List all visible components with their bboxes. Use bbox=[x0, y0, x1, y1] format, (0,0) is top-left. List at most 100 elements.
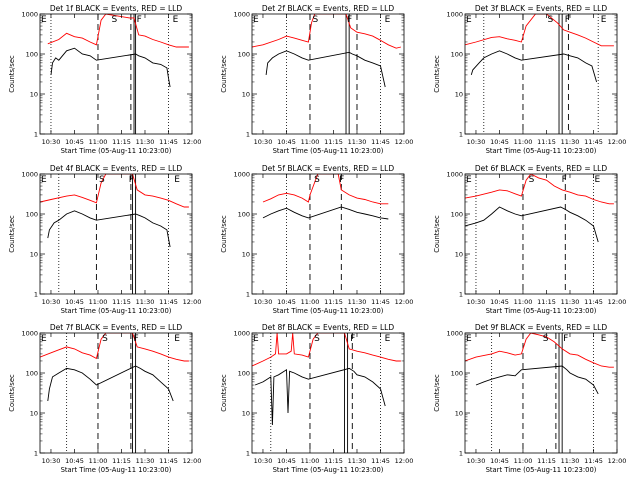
y-tick-label: 1000 bbox=[446, 11, 463, 19]
panel-title: Det 7f BLACK = Events, RED = LLD bbox=[50, 323, 183, 332]
x-tick-label: 10:45 bbox=[277, 457, 296, 465]
x-tick-label: 11:15 bbox=[537, 298, 556, 306]
y-tick-label: 10 bbox=[242, 91, 250, 99]
y-tick-label: 100 bbox=[451, 51, 463, 59]
x-axis-label: Start Time (05-Aug-11 10:23:00) bbox=[486, 147, 597, 155]
series-line-events bbox=[47, 210, 171, 248]
series-line-events bbox=[47, 365, 174, 402]
x-tick-label: 11:15 bbox=[324, 457, 343, 465]
flag-label: F bbox=[339, 175, 344, 185]
y-tick-label: 10 bbox=[455, 410, 463, 418]
x-tick-label: 10:30 bbox=[42, 298, 61, 306]
flag-label: S bbox=[102, 334, 108, 344]
series-line-events bbox=[470, 50, 598, 83]
y-axis-label: Counts/sec bbox=[8, 215, 16, 253]
series-line-lld bbox=[465, 14, 614, 47]
plot-frame bbox=[464, 332, 618, 454]
series-line-events bbox=[262, 206, 389, 220]
plot-frame bbox=[464, 13, 618, 135]
plot-frame bbox=[464, 173, 618, 295]
flag-label: S bbox=[314, 175, 320, 185]
y-tick-label: 1 bbox=[246, 131, 250, 139]
y-tick-label: 1000 bbox=[233, 11, 250, 19]
x-tick-label: 10:30 bbox=[42, 138, 61, 146]
y-tick-label: 1000 bbox=[233, 330, 250, 338]
flag-label: F bbox=[563, 334, 568, 344]
y-tick-label: 10 bbox=[242, 251, 250, 259]
x-tick-label: 11:45 bbox=[371, 298, 390, 306]
plot-frame bbox=[39, 13, 193, 135]
flag-label: E bbox=[173, 15, 179, 25]
y-tick-label: 10 bbox=[455, 251, 463, 259]
x-axis-label: Start Time (05-Aug-11 10:23:00) bbox=[273, 307, 384, 315]
y-tick-label: 1 bbox=[246, 450, 250, 458]
flag-label: S bbox=[314, 334, 320, 344]
x-tick-label: 11:45 bbox=[584, 457, 603, 465]
x-tick-label: 11:15 bbox=[112, 457, 131, 465]
x-axis-label: Start Time (05-Aug-11 10:23:00) bbox=[61, 307, 172, 315]
y-axis-label: Counts/sec bbox=[220, 55, 228, 93]
panel-5: Det 5f BLACK = Events, RED = LLD S F 1 10 100… bbox=[220, 164, 413, 315]
series-line-lld bbox=[262, 174, 389, 205]
flag-label: S bbox=[112, 15, 118, 25]
y-tick-label: 1000 bbox=[21, 330, 38, 338]
plot-frame bbox=[251, 13, 405, 135]
x-tick-label: 11:30 bbox=[561, 138, 580, 146]
x-tick-label: 11:45 bbox=[159, 298, 178, 306]
flag-label: F bbox=[129, 175, 134, 185]
x-tick-label: 12:00 bbox=[608, 457, 627, 465]
x-tick-label: 10:45 bbox=[490, 138, 509, 146]
x-tick-label: 12:00 bbox=[608, 138, 627, 146]
x-tick-label: 10:30 bbox=[254, 457, 273, 465]
series-line-lld bbox=[252, 14, 402, 49]
x-tick-label: 10:45 bbox=[490, 298, 509, 306]
series-line-events bbox=[465, 206, 599, 243]
flag-label: E bbox=[601, 15, 607, 25]
x-tick-label: 10:45 bbox=[490, 457, 509, 465]
flag-label: E bbox=[466, 175, 472, 185]
x-tick-label: 11:30 bbox=[348, 298, 367, 306]
x-axis-label: Start Time (05-Aug-11 10:23:00) bbox=[486, 307, 597, 315]
series-line-events bbox=[254, 367, 386, 426]
y-tick-label: 10 bbox=[242, 410, 250, 418]
x-tick-label: 12:00 bbox=[183, 138, 202, 146]
x-axis-label: Start Time (05-Aug-11 10:23:00) bbox=[486, 466, 597, 474]
y-tick-label: 10 bbox=[30, 410, 38, 418]
y-tick-label: 100 bbox=[238, 211, 250, 219]
panel-title: Det 1f BLACK = Events, RED = LLD bbox=[50, 4, 183, 13]
flag-label: E bbox=[594, 175, 600, 185]
x-tick-label: 11:00 bbox=[514, 457, 533, 465]
y-tick-label: 1000 bbox=[21, 11, 38, 19]
x-tick-label: 11:30 bbox=[348, 138, 367, 146]
x-tick-label: 11:15 bbox=[537, 457, 556, 465]
x-tick-label: 10:30 bbox=[467, 457, 486, 465]
y-tick-label: 1 bbox=[34, 450, 38, 458]
flag-label: S bbox=[99, 175, 105, 185]
x-tick-label: 10:30 bbox=[254, 298, 273, 306]
flag-label: F bbox=[562, 175, 567, 185]
flag-label: F bbox=[350, 334, 355, 344]
y-tick-label: 100 bbox=[26, 370, 38, 378]
x-tick-label: 11:45 bbox=[159, 138, 178, 146]
x-tick-label: 12:00 bbox=[395, 138, 414, 146]
x-tick-label: 10:30 bbox=[42, 457, 61, 465]
flag-label: E bbox=[41, 15, 47, 25]
x-axis-label: Start Time (05-Aug-11 10:23:00) bbox=[273, 466, 384, 474]
panel-title: Det 6f BLACK = Events, RED = LLD bbox=[475, 164, 608, 173]
y-axis-label: Counts/sec bbox=[433, 374, 441, 412]
flag-label: S bbox=[529, 175, 535, 185]
panel-title: Det 8f BLACK = Events, RED = LLD bbox=[262, 323, 395, 332]
y-tick-label: 1 bbox=[246, 291, 250, 299]
x-tick-label: 11:30 bbox=[136, 298, 155, 306]
flag-label: F bbox=[565, 15, 570, 25]
flag-label: S bbox=[543, 334, 549, 344]
y-tick-label: 100 bbox=[238, 51, 250, 59]
y-tick-label: 100 bbox=[238, 370, 250, 378]
y-tick-label: 100 bbox=[26, 211, 38, 219]
flag-label: F bbox=[133, 334, 138, 344]
y-axis-label: Counts/sec bbox=[433, 55, 441, 93]
